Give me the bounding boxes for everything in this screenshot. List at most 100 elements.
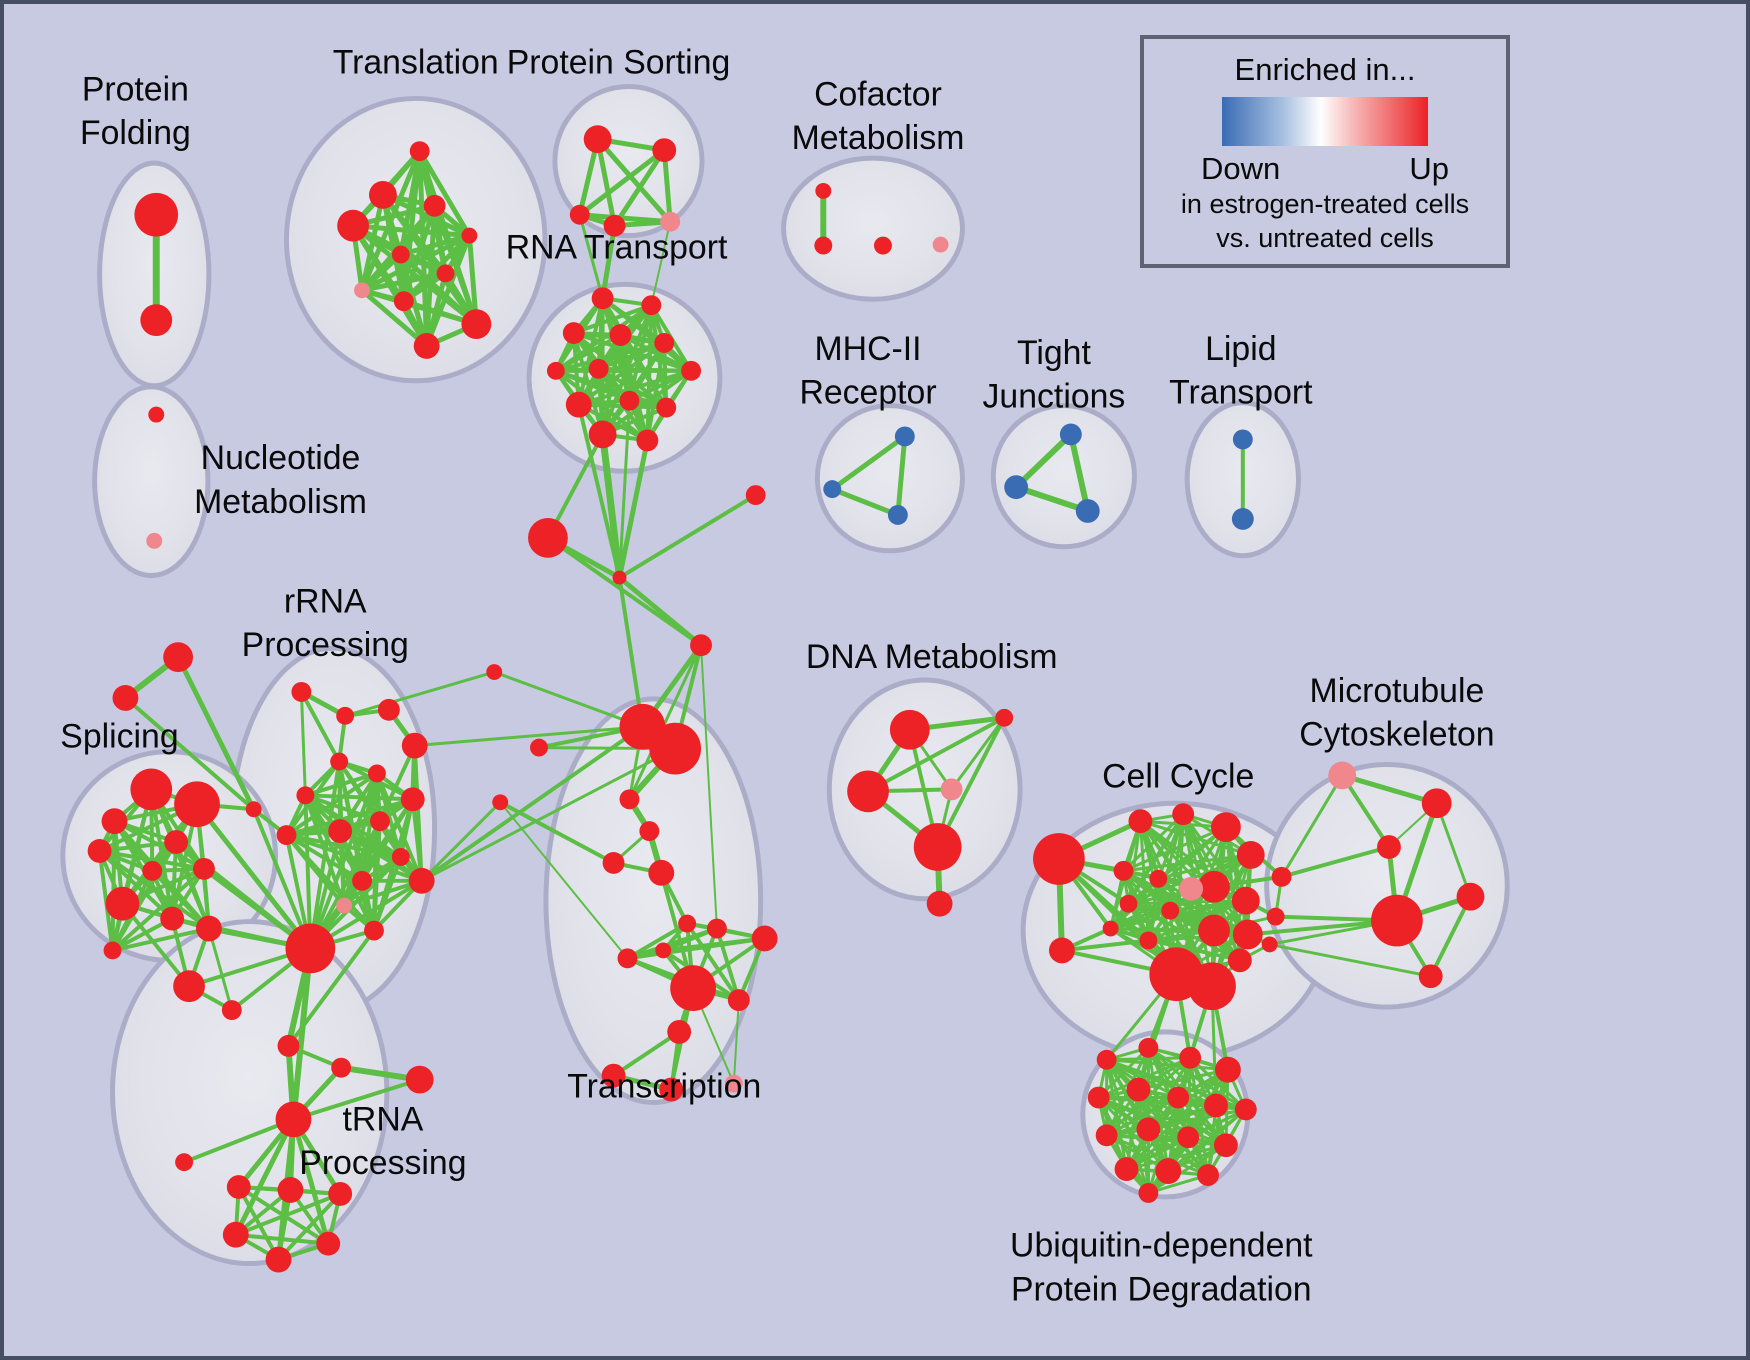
network-edge <box>1146 1143 1228 1195</box>
gene-set-node-up-PS2 <box>652 138 677 163</box>
network-edge <box>577 147 667 218</box>
gene-set-node-up-X06 <box>706 918 727 939</box>
cluster-label-trna-processing: Processing <box>299 1144 466 1182</box>
gene-set-node-up-T03 <box>423 194 446 217</box>
network-edge <box>571 303 654 336</box>
network-edge <box>1013 431 1074 491</box>
gene-set-node-up-TN2 <box>277 1177 304 1203</box>
gene-set-node-up-light-M1 <box>1328 761 1357 790</box>
network-edge <box>150 868 211 931</box>
gene-set-node-down-MH3 <box>887 505 908 525</box>
gene-set-node-up-M2 <box>1421 788 1452 819</box>
gene-set-node-up-U06 <box>1126 1077 1151 1102</box>
network-edge <box>732 999 740 1085</box>
network-edge <box>866 715 1007 794</box>
gene-set-node-up-S08 <box>105 886 140 921</box>
network-edge <box>599 430 623 582</box>
gene-set-node-up-CC21 <box>1271 866 1292 887</box>
network-edge <box>492 670 644 729</box>
legend-gradient-bar <box>1222 97 1428 146</box>
gene-set-node-up-U03 <box>1179 1046 1202 1069</box>
gene-set-node-up-RR6 <box>368 764 386 783</box>
network-edge <box>338 829 347 908</box>
cluster-label-rrna-processing: Processing <box>242 626 409 664</box>
gene-set-node-up-RR16 <box>408 867 435 894</box>
network-edge <box>377 743 417 824</box>
network-edge <box>1280 773 1344 879</box>
gene-set-node-up-X03 <box>602 851 625 874</box>
network-edge <box>233 1116 296 1238</box>
network-edge <box>303 771 379 798</box>
network-edge <box>1067 431 1091 514</box>
gene-set-node-up-CC14 <box>1198 914 1230 947</box>
gene-set-node-up-X11 <box>727 989 750 1012</box>
network-edge <box>338 829 424 883</box>
gene-set-node-up-PS4 <box>603 214 626 237</box>
gene-set-node-up-light-T08 <box>354 282 370 299</box>
gene-set-node-up-R08 <box>681 360 702 381</box>
network-edge <box>1013 484 1091 514</box>
network-edge <box>596 341 667 371</box>
cluster-label-translation: Translation <box>333 44 499 82</box>
gene-set-node-up-CC05 <box>1211 812 1241 843</box>
gene-set-node-up-S05 <box>164 830 189 854</box>
gene-set-node-up-N1 <box>148 406 165 423</box>
gene-set-node-up-S06 <box>142 860 163 881</box>
gene-set-node-up-R05 <box>654 333 675 353</box>
gene-set-node-up-CC16 <box>1102 920 1119 937</box>
gene-set-node-up-CC19 <box>1188 962 1236 1011</box>
gene-set-node-up-M4 <box>1371 894 1423 947</box>
network-edge <box>545 535 704 648</box>
network-edge <box>1105 1133 1228 1147</box>
cluster-label-ubiquitin-degradation: Protein Degradation <box>1011 1270 1312 1308</box>
gene-set-node-up-T06 <box>391 245 410 264</box>
gene-set-node-up-TNh <box>275 1101 312 1138</box>
gene-set-node-up-CM2 <box>814 236 833 255</box>
gene-set-node-up-IC1 <box>528 517 568 558</box>
gene-set-node-down-LP2 <box>1231 508 1254 530</box>
gene-set-node-up-R10 <box>619 390 640 411</box>
gene-set-node-up-TN3 <box>328 1182 353 1206</box>
gene-set-node-up-light-RR14 <box>336 897 353 914</box>
network-edge <box>284 797 415 838</box>
gene-set-node-up-S12 <box>173 970 205 1003</box>
gene-set-node-up-CC09 <box>1198 870 1230 903</box>
network-edge <box>110 926 211 953</box>
gene-set-node-up-S13 <box>221 1000 242 1020</box>
cluster-label-lipid-transport: Transport <box>1169 374 1313 412</box>
gene-set-node-up-light-CC11 <box>1179 876 1204 901</box>
gene-set-node-up-RR7 <box>401 732 428 759</box>
network-edge <box>371 797 415 933</box>
gene-set-node-up-L2 <box>492 794 509 811</box>
gene-set-node-up-R13 <box>636 429 659 452</box>
network-edge <box>700 644 718 930</box>
gene-set-node-up-S10 <box>196 915 222 942</box>
network-edge <box>596 366 694 373</box>
gene-set-node-up-IC7 <box>486 664 503 680</box>
gene-set-node-down-MH1 <box>894 426 915 447</box>
network-edge <box>374 771 424 883</box>
network-edge <box>398 252 430 349</box>
network-edge <box>662 341 669 410</box>
gene-set-node-up-X04 <box>648 859 675 886</box>
network-edge <box>935 715 1007 849</box>
network-edge <box>1105 1133 1210 1177</box>
gene-set-node-up-RR3 <box>377 698 400 721</box>
legend-subtitle-line2: vs. untreated cells <box>1216 223 1434 253</box>
cluster-label-ubiquitin-degradation: Ubiquitin-dependent <box>1010 1227 1313 1265</box>
cluster-label-mhc-ii-receptor: MHC-II <box>815 330 922 368</box>
network-edge <box>618 399 631 580</box>
cluster-label-tight-junctions: Junctions <box>983 378 1126 416</box>
network-edge <box>1127 899 1248 906</box>
network-edge <box>123 695 256 812</box>
gene-set-node-up-S03 <box>101 808 128 835</box>
gene-set-node-up-U13 <box>1213 1133 1238 1158</box>
gene-set-node-up-TNi <box>175 1153 194 1172</box>
cluster-label-rrna-processing: rRNA <box>284 582 367 620</box>
cluster-label-microtubule-cytoskeleton: Microtubule <box>1310 672 1485 710</box>
gene-set-node-up-R02 <box>641 295 662 316</box>
network-edge <box>645 341 667 443</box>
gene-set-node-up-light-PS5 <box>660 211 681 232</box>
gene-set-node-up-R03 <box>562 322 585 344</box>
network-edge <box>299 689 342 764</box>
